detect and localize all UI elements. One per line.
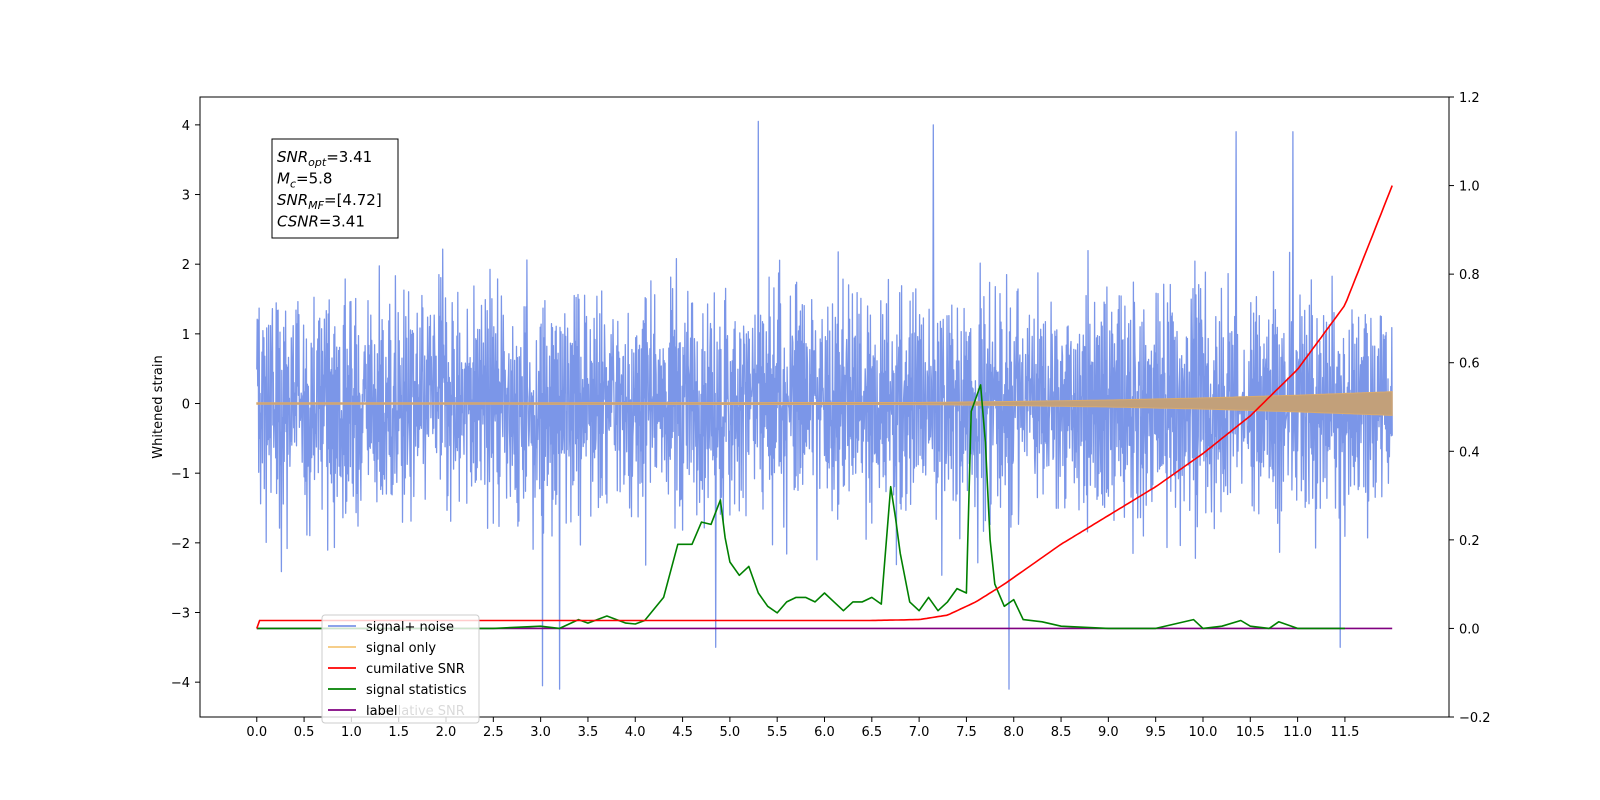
x-tick-label: 4.0: [625, 725, 646, 740]
x-tick-label: 9.5: [1145, 725, 1166, 740]
x-tick-label: 6.0: [814, 725, 835, 740]
y2-tick-label: 0.0: [1459, 622, 1480, 637]
y-tick-label: 3: [182, 189, 190, 204]
x-tick-label: 8.0: [1003, 725, 1024, 740]
x-tick-label: 11.0: [1283, 725, 1312, 740]
y2-tick-label: 0.4: [1459, 445, 1480, 460]
x-tick-label: 1.0: [341, 725, 362, 740]
legend-entry: signal+ noise: [366, 620, 454, 635]
x-tick-label: 2.0: [436, 725, 457, 740]
x-tick-label: 5.0: [720, 725, 741, 740]
series-signal-statistics: [256, 384, 1345, 630]
plot-area: [256, 120, 1393, 690]
x-tick-label: 11.5: [1330, 725, 1359, 740]
x-tick-label: 10.5: [1236, 725, 1265, 740]
y2-tick-label: 0.2: [1459, 534, 1480, 549]
x-tick-label: 4.5: [672, 725, 693, 740]
x-tick-label: 7.0: [909, 725, 930, 740]
x-tick-label: 5.5: [767, 725, 788, 740]
y-tick-label: 4: [182, 119, 190, 134]
x-tick-label: 3.5: [578, 725, 599, 740]
x-tick-label: 2.5: [483, 725, 504, 740]
y2-tick-label: 0.8: [1459, 268, 1480, 283]
y-tick-label: −1: [171, 467, 190, 482]
legend-entry: signal only: [366, 641, 436, 656]
axes: 0.0 0.5 1.0 1.5 2.0 2.5 3.0 3.5 4.0 4.5 5.0 5.5 6.0 6…: [171, 91, 1491, 740]
x-tick-label: 10.0: [1189, 725, 1218, 740]
x-tick-label: 9.0: [1098, 725, 1119, 740]
y2-tick-label: 1.0: [1459, 180, 1480, 195]
series-signal-only: [256, 391, 1393, 416]
legend-entry: label: [366, 704, 397, 719]
legend-ghost-entry: cumilative SNR: [366, 704, 465, 719]
x-tick-label: 6.5: [861, 725, 882, 740]
series-signal-noise: [256, 120, 1393, 690]
annotation-line: SNRMF=[4.72]: [277, 191, 382, 212]
annotation-line: CSNR=3.41: [277, 213, 365, 231]
annotation-line: Mc=5.8: [277, 170, 332, 191]
x-tick-label: 7.5: [956, 725, 977, 740]
y-tick-label: −4: [171, 676, 190, 691]
x-tick-label: 3.0: [530, 725, 551, 740]
x-tick-label: 1.5: [388, 725, 409, 740]
y2-tick-label: 1.2: [1459, 91, 1480, 106]
x-tick-label: 8.5: [1051, 725, 1072, 740]
legend-frame: [321, 614, 480, 724]
y-tick-label: 0: [182, 398, 190, 413]
annotation-frame: [271, 138, 399, 239]
y-tick-label: −2: [171, 537, 190, 552]
y-tick-label: −3: [171, 607, 190, 622]
y-axis-label: Whitened strain: [151, 355, 166, 458]
y-tick-label: 2: [182, 258, 190, 273]
y-tick-label: 1: [182, 328, 190, 343]
legend-entry: signal statistics: [366, 683, 467, 698]
x-tick-label: 0.5: [294, 725, 315, 740]
annotation-line: SNRopt=3.41: [277, 148, 372, 169]
legend-entry: cumilative SNR: [366, 662, 465, 677]
x-tick-label: 0.0: [246, 725, 267, 740]
legend: signal+ noise signal only cumilative SNR si…: [321, 614, 480, 724]
y2-tick-label: 0.6: [1459, 357, 1480, 372]
y2-tick-label: −0.2: [1459, 711, 1491, 726]
